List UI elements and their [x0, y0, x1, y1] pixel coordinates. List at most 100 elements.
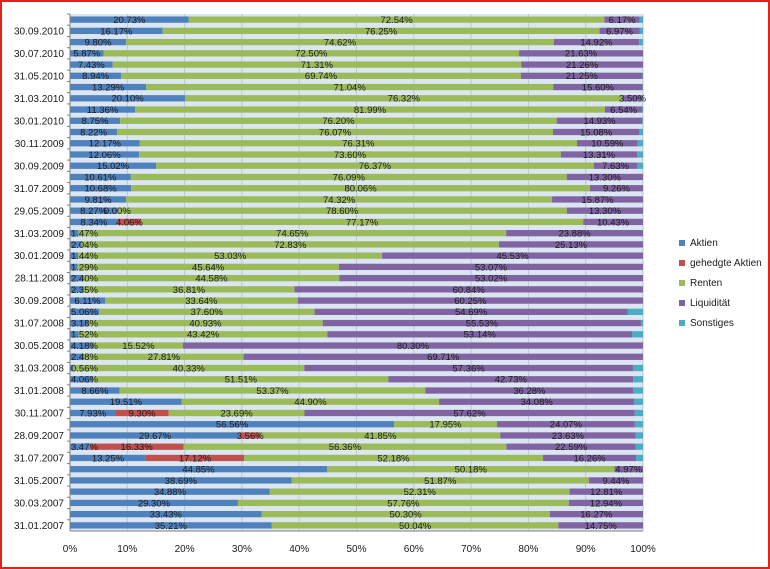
bar-segment-aktien [70, 308, 99, 315]
y-tick-label: 31.03.2009 [14, 229, 64, 240]
bar-segment-liquidit-t [560, 151, 638, 158]
bar-segment-renten [269, 488, 570, 495]
bar-segment-aktien [70, 522, 272, 529]
data-label: 40.93% [189, 318, 222, 329]
x-tick-label: 70% [461, 544, 481, 555]
bar-segment-renten [260, 432, 501, 439]
bar-segment-aktien [70, 218, 118, 226]
data-label: 14.75% [585, 521, 618, 532]
data-label: 8.66% [81, 386, 108, 397]
data-label: 71.04% [334, 82, 367, 93]
bar-segment-aktien [70, 421, 395, 428]
data-label: 14.92% [580, 37, 613, 48]
x-tick-label: 60% [404, 544, 424, 555]
bar-segment-sonstiges [639, 128, 643, 136]
legend-label: Liquidität [690, 298, 730, 309]
bar-segment-renten [156, 162, 594, 169]
bar-segment-liquidit-t [297, 297, 643, 304]
y-tick-label: 31.05.2010 [14, 71, 64, 82]
data-label: 36.28% [513, 386, 546, 397]
data-label: 9.81% [85, 195, 112, 206]
data-label: 74.65% [276, 229, 309, 240]
y-tick-label: 31.05.2007 [14, 476, 64, 487]
bar-segment-liquidit-t [569, 488, 643, 495]
bar-segment-aktien [70, 510, 262, 518]
data-label: 29.30% [138, 498, 171, 509]
axes [67, 13, 643, 532]
x-tick-label: 30% [232, 544, 252, 555]
data-label: 8.94% [82, 71, 109, 82]
data-label: 57.76% [387, 498, 420, 509]
bar-segment-aktien [70, 466, 327, 473]
bar-segment-renten [81, 241, 500, 248]
data-label: 4.18% [71, 341, 98, 352]
bar-segment-sonstiges [636, 454, 643, 462]
y-tick-label: 28.09.2007 [14, 431, 64, 442]
bar-segment-aktien [70, 454, 146, 462]
bar-segment-renten [88, 319, 323, 327]
bar-segment-aktien [70, 241, 82, 248]
bar-segment-renten [135, 106, 605, 113]
data-label: 76.25% [365, 26, 398, 37]
data-label: 23.69% [220, 408, 253, 419]
bar-segment-liquidit-t [566, 173, 643, 181]
data-label: 76.20% [322, 116, 355, 127]
bar-segment-renten [244, 454, 544, 462]
legend-label: Sonstiges [690, 318, 734, 329]
bar-segment-sonstiges [637, 151, 643, 158]
bar-segment-sonstiges [635, 432, 643, 439]
bar-segment-renten [83, 274, 340, 282]
bar-segment-liquidit-t [599, 27, 640, 35]
bar-segment-renten [126, 196, 553, 203]
bar-segment-liquidit-t [520, 72, 643, 79]
data-label: 15.08% [580, 127, 613, 138]
data-label: 6.17% [609, 15, 636, 26]
data-label: 13.31% [583, 150, 616, 161]
bar-segment-renten [126, 38, 554, 46]
data-label: 33.43% [150, 510, 183, 521]
data-label: 19.51% [110, 397, 143, 408]
data-label: 45.64% [192, 262, 225, 273]
bar-segment-aktien [70, 398, 182, 405]
bar-segment-aktien [70, 162, 157, 169]
data-label: 11.36% [87, 105, 119, 116]
y-tick-label: 31.07.2008 [14, 319, 64, 330]
data-label: 10.68% [84, 184, 117, 195]
data-label: 57.62% [453, 408, 486, 419]
data-label: 21.63% [565, 49, 598, 60]
bar-segment-liquidit-t [314, 308, 628, 315]
bar-segment-aktien [70, 50, 104, 57]
data-label: 23.88% [558, 229, 591, 240]
y-tick-label: 31.07.2009 [14, 184, 64, 195]
data-label: 5.87% [73, 49, 100, 60]
data-label: 4.06% [116, 217, 143, 228]
data-label: 50.18% [455, 465, 488, 476]
data-label: 9.30% [129, 408, 156, 419]
bar-segment-aktien [70, 297, 106, 304]
bar-segment-sonstiges [635, 443, 643, 450]
data-label: 73.60% [334, 150, 367, 161]
bar-segment-aktien [70, 72, 122, 79]
bar-segment-sonstiges [642, 106, 643, 113]
bar-segment-gehedgte-aktien [145, 454, 245, 462]
bar-segment-liquidit-t [604, 106, 643, 113]
data-label: 7.63% [602, 161, 629, 172]
bar-segment-aktien [70, 443, 90, 450]
bar-segment-sonstiges [633, 387, 643, 394]
bar-segment-aktien [70, 432, 241, 439]
bar-segment-aktien [70, 230, 79, 237]
bar-segment-renten [93, 376, 389, 383]
bar-segment-aktien [70, 27, 163, 35]
data-label: 25.13% [555, 240, 588, 251]
data-label: 29.67% [139, 431, 172, 442]
bar-segment-liquidit-t [558, 522, 643, 529]
data-label: 76.09% [333, 172, 366, 183]
bar-segment-aktien [70, 342, 94, 349]
bar-segment-aktien [70, 207, 118, 214]
data-label: 8.27% [80, 206, 107, 217]
y-tick-label: 30.09.2008 [14, 296, 64, 307]
bar-segment-aktien [70, 83, 147, 91]
bar-segment-liquidit-t [593, 162, 638, 169]
bar-segment-liquidit-t [439, 398, 635, 405]
bar-segment-aktien [70, 38, 127, 46]
